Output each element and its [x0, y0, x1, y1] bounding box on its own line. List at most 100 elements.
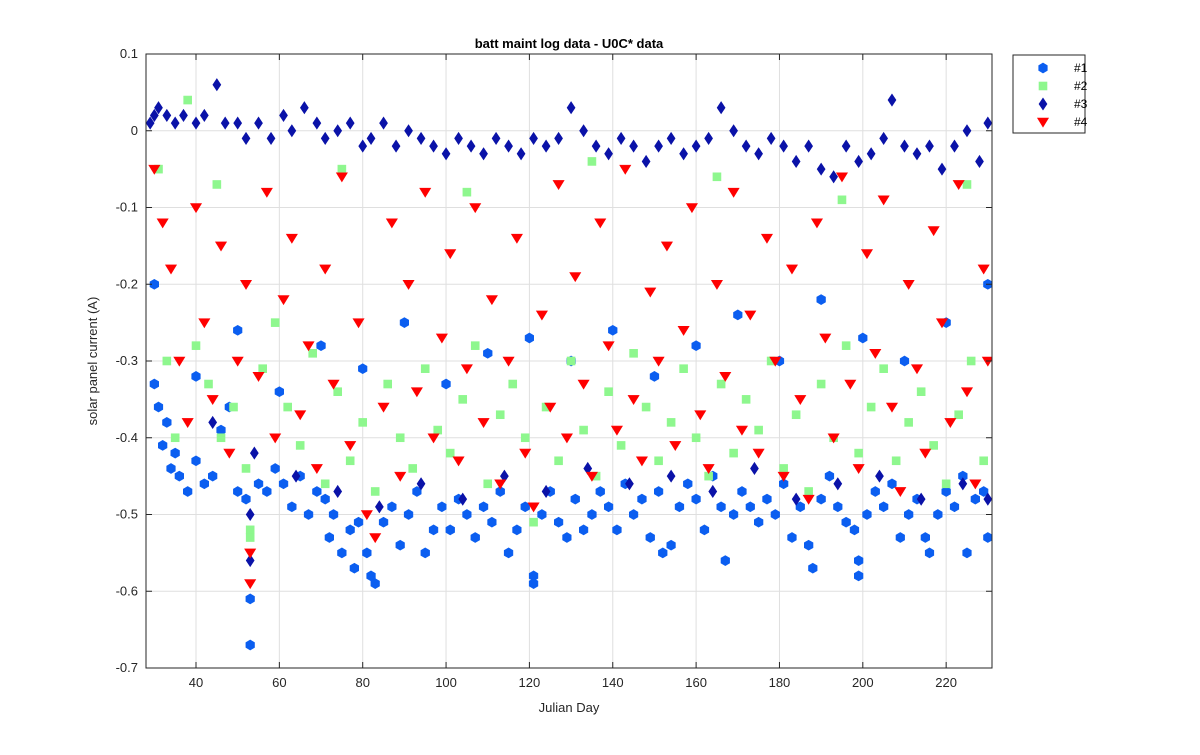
- data-point: [887, 478, 897, 490]
- data-point: [441, 147, 451, 161]
- y-tick-label: -0.7: [116, 660, 138, 675]
- legend-marker: [1038, 97, 1048, 111]
- legend-label: #2: [1074, 79, 1088, 93]
- data-point: [745, 501, 755, 513]
- data-point: [214, 241, 228, 252]
- data-point: [712, 172, 722, 182]
- data-point: [983, 116, 992, 130]
- data-point: [919, 448, 932, 459]
- data-point: [162, 108, 172, 122]
- data-point: [627, 395, 640, 405]
- x-tick-label: 120: [519, 675, 541, 690]
- data-point: [324, 532, 335, 543]
- data-point: [733, 309, 743, 321]
- data-point: [952, 180, 965, 191]
- data-point: [837, 195, 847, 205]
- data-point: [360, 510, 373, 521]
- data-point: [391, 139, 401, 153]
- data-point: [278, 478, 289, 490]
- data-point: [816, 162, 826, 176]
- data-point: [895, 532, 905, 543]
- legend-item[interactable]: #2: [1038, 79, 1088, 93]
- data-point: [785, 264, 798, 275]
- data-point: [244, 579, 257, 590]
- x-tick-label: 220: [935, 675, 957, 690]
- data-point: [310, 464, 323, 475]
- data-point: [208, 470, 218, 482]
- data-point: [249, 446, 259, 460]
- data-point: [375, 500, 384, 514]
- data-point: [570, 493, 580, 505]
- legend-item[interactable]: #4: [1036, 115, 1088, 129]
- data-point: [402, 279, 415, 290]
- data-point: [752, 448, 765, 459]
- data-point: [677, 325, 690, 336]
- data-point: [344, 441, 357, 452]
- data-point: [478, 501, 489, 513]
- data-point: [679, 364, 688, 373]
- data-point: [469, 203, 482, 214]
- y-tick-label: 0: [131, 123, 138, 138]
- data-point: [303, 509, 314, 520]
- data-point: [362, 547, 372, 559]
- data-point: [708, 484, 718, 499]
- data-point: [860, 249, 874, 260]
- data-point: [252, 372, 265, 382]
- data-point: [349, 562, 360, 574]
- data-point: [253, 478, 264, 490]
- data-point: [566, 356, 576, 366]
- data-point: [691, 139, 701, 153]
- data-point: [699, 524, 710, 536]
- data-point: [891, 456, 901, 466]
- data-point: [760, 233, 773, 244]
- data-point: [158, 440, 168, 451]
- data-point: [702, 464, 715, 475]
- data-point: [744, 310, 757, 321]
- data-point: [728, 509, 739, 520]
- data-point: [878, 501, 889, 513]
- data-point: [320, 479, 330, 489]
- data-point: [944, 418, 957, 428]
- data-point: [408, 464, 418, 473]
- data-point: [444, 249, 457, 260]
- data-point: [258, 364, 267, 373]
- x-tick-label: 40: [189, 675, 203, 690]
- data-point: [610, 425, 623, 436]
- data-point: [727, 187, 740, 198]
- data-point: [554, 131, 563, 145]
- legend-label: #4: [1074, 115, 1088, 129]
- data-point: [260, 187, 273, 198]
- data-point: [603, 501, 614, 513]
- data-point: [937, 162, 947, 176]
- data-point: [454, 131, 463, 145]
- data-point: [466, 139, 476, 153]
- data-point: [877, 195, 890, 206]
- data-point: [904, 418, 913, 427]
- data-point: [495, 486, 505, 497]
- data-point: [645, 532, 655, 543]
- legend-item[interactable]: #3: [1038, 97, 1088, 111]
- data-point: [554, 456, 563, 466]
- legend[interactable]: #1 #2 #3 #4: [1012, 54, 1088, 134]
- data-point: [853, 570, 864, 582]
- data-point: [283, 402, 292, 412]
- data-point: [569, 272, 582, 283]
- data-point: [345, 116, 355, 130]
- data-point: [233, 116, 243, 130]
- data-point: [866, 402, 876, 412]
- data-point: [691, 340, 701, 352]
- data-point: [562, 532, 572, 543]
- data-point: [866, 147, 876, 161]
- data-point: [666, 469, 676, 483]
- data-point: [660, 241, 673, 252]
- data-point: [148, 164, 161, 175]
- data-point: [191, 116, 201, 130]
- data-point: [204, 379, 213, 389]
- data-point: [962, 124, 972, 138]
- data-point: [287, 501, 297, 513]
- data-point: [791, 154, 801, 168]
- legend-item[interactable]: #1: [1038, 61, 1088, 75]
- data-point: [629, 139, 638, 153]
- data-point: [954, 410, 963, 420]
- data-point: [528, 578, 539, 589]
